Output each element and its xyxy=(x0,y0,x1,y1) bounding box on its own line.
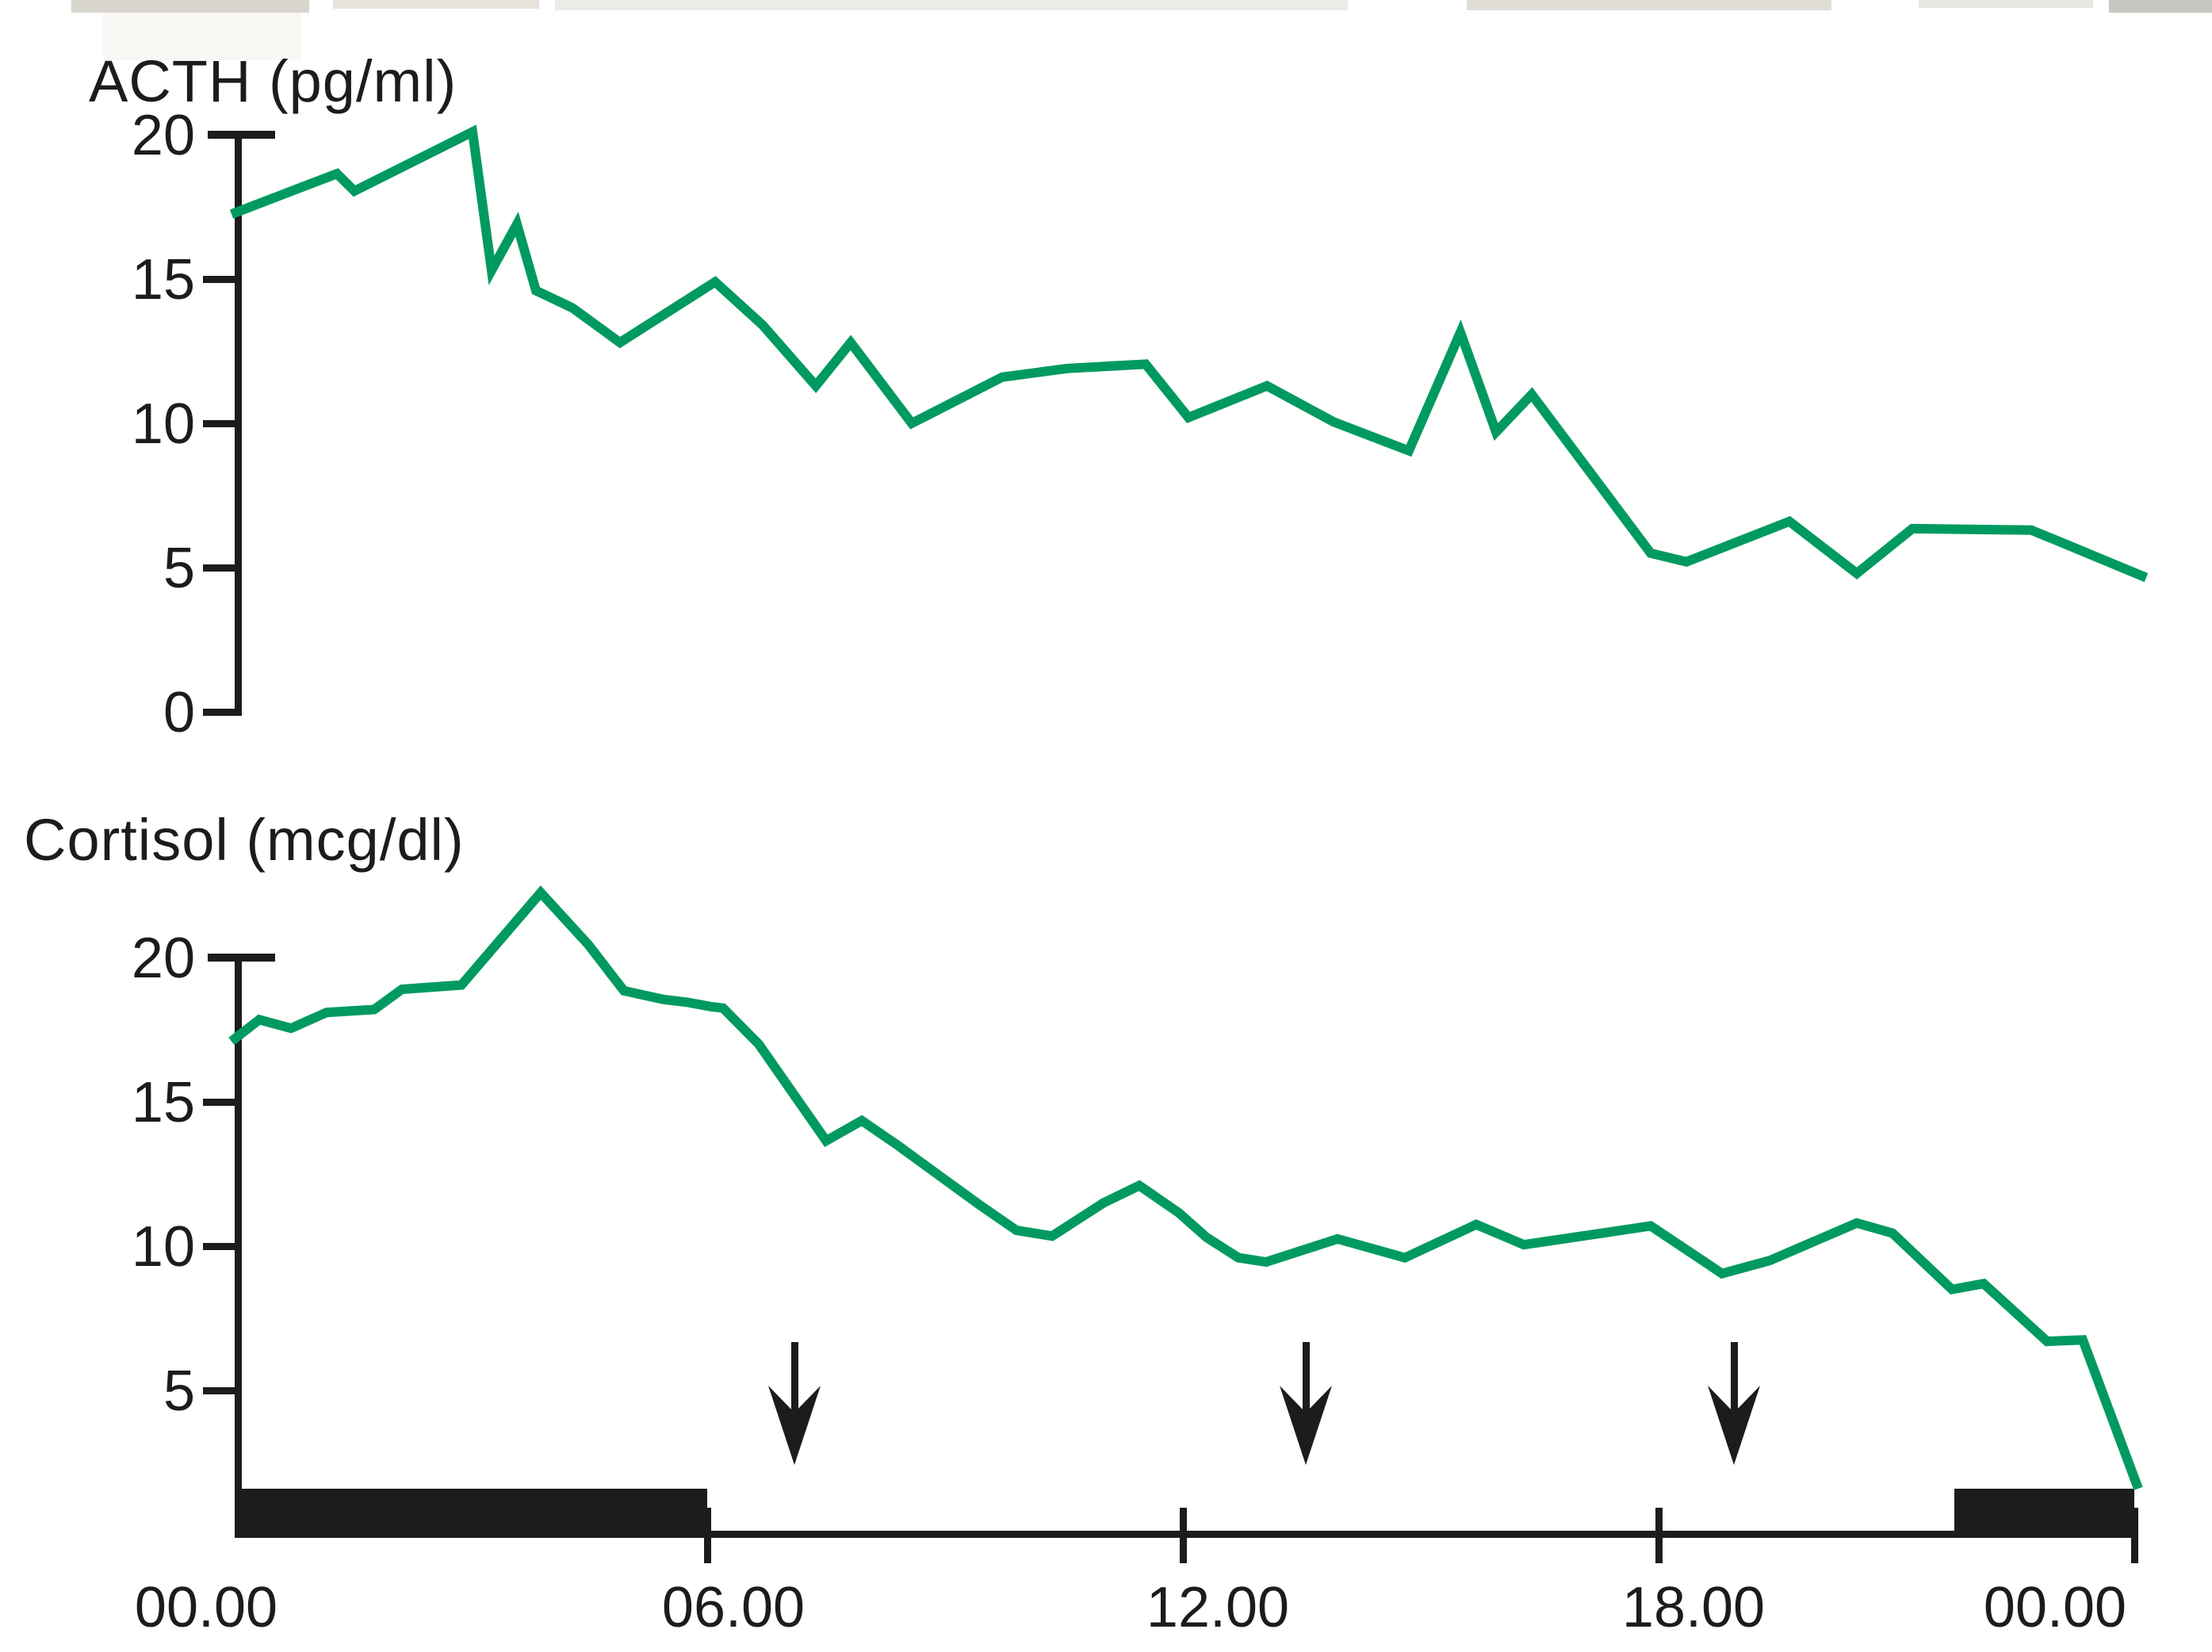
y-tick-label: 10 xyxy=(132,1215,195,1279)
y-tick xyxy=(203,1243,241,1250)
y-tick-label: 5 xyxy=(163,1359,195,1423)
y-tick-label: 20 xyxy=(132,104,195,167)
x-tick xyxy=(1180,1508,1187,1563)
x-tick xyxy=(704,1508,711,1563)
acth-panel-title: ACTH (pg/ml) xyxy=(89,48,457,114)
down-arrow-icon xyxy=(1280,1342,1332,1465)
cortisol-panel-title: Cortisol (mcg/dl) xyxy=(24,807,465,873)
dark-period-bar xyxy=(235,1489,707,1532)
y-tick xyxy=(203,1387,241,1394)
y-tick-label: 15 xyxy=(132,1071,195,1134)
x-axis: 00.00 06.00 12.00 18.00 00.00 xyxy=(135,1508,2138,1639)
cortisol-y-tick-labels: 20 15 10 5 xyxy=(132,927,195,1423)
acth-line xyxy=(229,124,2149,583)
y-tick-label: 0 xyxy=(163,681,195,744)
down-arrow-icon xyxy=(1708,1342,1760,1465)
y-tick-label: 20 xyxy=(132,927,195,990)
x-axis-ticks xyxy=(704,1508,2138,1563)
y-tick xyxy=(203,276,241,283)
cortisol-panel: Cortisol (mcg/dl) 20 15 10 5 00.00 06.00 12.0… xyxy=(24,807,2143,1639)
acth-y-axis: 20 15 10 5 0 xyxy=(132,104,275,744)
x-axis-tick-labels: 00.00 06.00 12.00 18.00 00.00 xyxy=(135,1576,2126,1639)
y-tick-label: 10 xyxy=(132,392,195,456)
down-arrow-icon xyxy=(768,1342,821,1465)
y-tick xyxy=(203,1099,241,1106)
cortisol-line xyxy=(228,885,2143,1490)
x-tick-label: 06.00 xyxy=(662,1576,805,1639)
y-tick xyxy=(208,954,275,962)
x-tick-label: 12.00 xyxy=(1146,1576,1289,1639)
y-tick xyxy=(203,709,241,716)
y-tick-label: 5 xyxy=(163,537,195,600)
y-tick xyxy=(208,131,275,139)
x-tick-label: 18.00 xyxy=(1622,1576,1765,1639)
scan-artifacts xyxy=(71,0,2212,60)
dark-period-bars xyxy=(235,1489,2134,1532)
x-tick xyxy=(1655,1508,1663,1563)
y-tick-label: 15 xyxy=(132,248,195,312)
x-tick xyxy=(2131,1508,2138,1563)
cortisol-y-ticks xyxy=(203,954,275,1394)
acth-y-ticks xyxy=(203,131,275,716)
y-tick xyxy=(203,564,241,572)
x-tick-label: 00.00 xyxy=(135,1576,277,1639)
cortisol-y-axis: 20 15 10 5 xyxy=(132,927,275,1535)
acth-panel: ACTH (pg/ml) 20 15 10 5 0 xyxy=(89,48,2149,744)
y-tick xyxy=(203,420,241,427)
acth-y-tick-labels: 20 15 10 5 0 xyxy=(132,104,195,744)
down-arrows xyxy=(768,1342,1760,1465)
dark-period-bar xyxy=(1954,1489,2134,1532)
x-tick-label: 00.00 xyxy=(1984,1576,2126,1639)
